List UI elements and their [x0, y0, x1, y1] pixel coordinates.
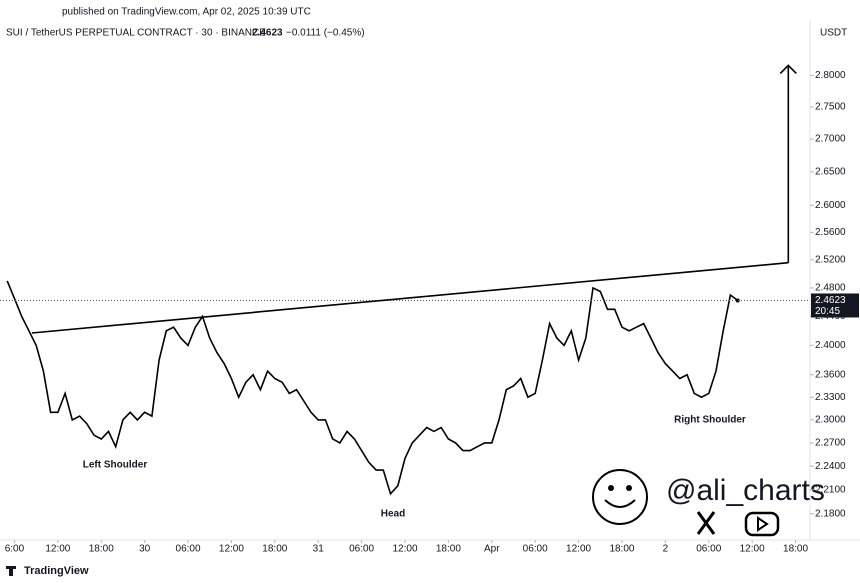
x-tick-label: 12:00	[392, 544, 417, 555]
x-tick-label: 12:00	[566, 544, 591, 555]
y-tick-label: 2.4000	[815, 340, 846, 351]
avatar-eye	[626, 485, 632, 491]
y-tick-label: 2.3600	[815, 369, 846, 380]
y-tick-label: 2.7500	[815, 102, 846, 113]
avatar-smile	[604, 499, 636, 508]
price-tag-label: 2.4623	[815, 295, 846, 306]
x-tick-label: 6:00	[5, 544, 25, 555]
y-tick-label: 2.3300	[815, 392, 846, 403]
x-tick-label: 06:00	[176, 544, 201, 555]
x-tick-label: 31	[313, 544, 325, 555]
x-tick-label: 18:00	[89, 544, 114, 555]
x-tick-label: 18:00	[609, 544, 634, 555]
x-tick-label: Apr	[484, 544, 500, 555]
y-tick-label: 2.4800	[815, 283, 846, 294]
youtube-icon	[744, 511, 780, 537]
y-tick-label: 2.2100	[815, 484, 846, 495]
chart-title: SUI / TetherUS PERPETUAL CONTRACT · 30 ·…	[6, 28, 266, 39]
y-tick-label: 2.5600	[815, 227, 846, 238]
x-tick-label: 12:00	[219, 544, 244, 555]
x-tick-label: 06:00	[523, 544, 548, 555]
x-tick-label: 18:00	[783, 544, 808, 555]
avatar	[592, 469, 648, 525]
countdown: 20:45	[815, 306, 840, 317]
last-price-header: 2.4623	[252, 28, 283, 39]
price-line	[6, 280, 739, 496]
y-tick-label: 2.1800	[815, 508, 846, 519]
y-tick-label: 2.8000	[815, 70, 846, 81]
annotation: Right Shoulder	[674, 415, 746, 426]
annotation: Head	[381, 509, 405, 520]
avatar-eye	[608, 485, 614, 491]
x-tick-label: 18:00	[262, 544, 287, 555]
y-axis-label: USDT	[820, 28, 847, 39]
watermark: @ali_charts	[592, 469, 825, 537]
y-tick-label: 2.7000	[815, 134, 846, 145]
x-tick-label: 06:00	[696, 544, 721, 555]
x-icon	[696, 511, 716, 535]
annotation: Left Shoulder	[83, 460, 148, 471]
neckline	[31, 261, 789, 334]
target-arrow	[779, 64, 797, 263]
logo	[6, 566, 16, 576]
x-tick-label: 12:00	[740, 544, 765, 555]
x-tick-label: 30	[139, 544, 151, 555]
x-tick-label: 18:00	[436, 544, 461, 555]
y-tick-label: 2.5200	[815, 255, 846, 266]
y-tick-label: 2.2700	[815, 438, 846, 449]
footer: TradingView	[24, 565, 89, 577]
last-point	[735, 298, 740, 303]
y-tick-label: 2.3000	[815, 415, 846, 426]
watermark-handle: @ali_charts	[666, 474, 825, 507]
y-tick-label: 2.6000	[815, 200, 846, 211]
y-tick-label: 2.2400	[815, 461, 846, 472]
change: −0.0111 (−0.45%)	[286, 28, 365, 39]
x-tick-label: 12:00	[45, 544, 70, 555]
y-tick-label: 2.6500	[815, 166, 846, 177]
youtube-play	[757, 516, 769, 532]
header: published on TradingView.com, Apr 02, 20…	[62, 7, 311, 18]
plot	[6, 280, 740, 496]
x-tick-label: 2	[663, 544, 669, 555]
x-tick-label: 06:00	[349, 544, 374, 555]
price-tag	[811, 293, 859, 318]
